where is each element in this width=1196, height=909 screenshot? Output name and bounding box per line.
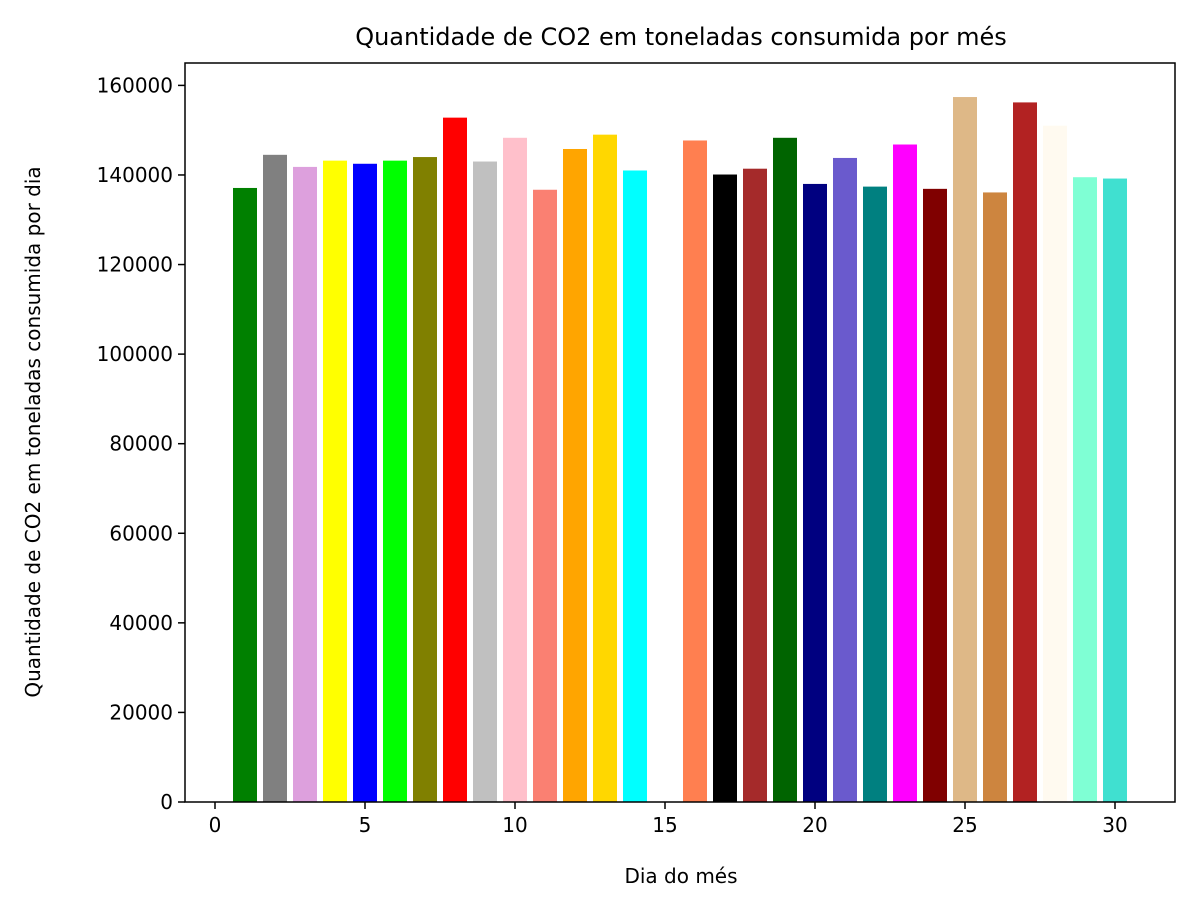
y-tick-label: 60000 xyxy=(109,521,173,545)
bar-day-25 xyxy=(953,97,977,803)
bar-day-18 xyxy=(743,168,767,802)
bar-day-3 xyxy=(293,166,317,802)
bar-day-23 xyxy=(893,144,917,802)
y-tick-label: 100000 xyxy=(97,342,173,366)
bar-day-20 xyxy=(803,183,827,802)
bar-day-14 xyxy=(623,170,647,803)
bar-day-19 xyxy=(773,137,797,803)
x-axis-label: Dia do més xyxy=(624,864,737,888)
x-tick-label: 25 xyxy=(952,813,977,837)
bar-day-12 xyxy=(563,148,587,803)
bars-group xyxy=(233,97,1127,803)
bar-day-16 xyxy=(683,140,707,803)
bar-day-5 xyxy=(353,163,377,802)
x-axis-ticks: 0 5 10 15 20 25 30 xyxy=(209,802,1128,837)
plot-frame xyxy=(184,62,1176,803)
bar-day-17 xyxy=(713,174,737,802)
bar-day-26 xyxy=(983,192,1007,802)
x-tick-label: 10 xyxy=(502,813,527,837)
chart-title: Quantidade de CO2 em toneladas consumida… xyxy=(355,23,1007,51)
bar-day-30 xyxy=(1103,178,1127,803)
bar-day-21 xyxy=(833,157,857,802)
y-tick-label: 160000 xyxy=(97,73,173,97)
bar-day-8 xyxy=(443,117,467,802)
y-axis-label: Quantidade de CO2 em toneladas consumida… xyxy=(21,166,45,697)
y-tick-label: 40000 xyxy=(109,611,173,635)
bar-day-24 xyxy=(923,188,947,803)
bar-day-27 xyxy=(1013,102,1037,802)
bar-day-29 xyxy=(1073,177,1097,802)
x-tick-label: 30 xyxy=(1102,813,1127,837)
y-tick-label: 20000 xyxy=(109,700,173,724)
y-tick-label: 0 xyxy=(160,790,173,814)
x-tick-label: 20 xyxy=(802,813,827,837)
bar-day-4 xyxy=(323,160,347,802)
bar-day-7 xyxy=(413,157,437,803)
bar-day-11 xyxy=(533,189,557,802)
bar-day-22 xyxy=(863,186,887,803)
bar-day-10 xyxy=(503,137,527,803)
x-tick-label: 15 xyxy=(652,813,677,837)
bar-day-9 xyxy=(473,161,497,802)
x-tick-label: 5 xyxy=(359,813,372,837)
y-tick-label: 140000 xyxy=(97,163,173,187)
bar-day-2 xyxy=(263,154,287,802)
y-tick-label: 80000 xyxy=(109,432,173,456)
bar-day-13 xyxy=(593,134,617,802)
bar-day-6 xyxy=(383,160,407,802)
x-tick-label: 0 xyxy=(209,813,222,837)
bar-day-28 xyxy=(1043,125,1067,802)
y-tick-label: 120000 xyxy=(97,253,173,277)
y-axis-ticks: 0 20000 40000 60000 80000 100000 120000 140000 1… xyxy=(97,73,185,814)
bar-day-1 xyxy=(233,187,257,802)
